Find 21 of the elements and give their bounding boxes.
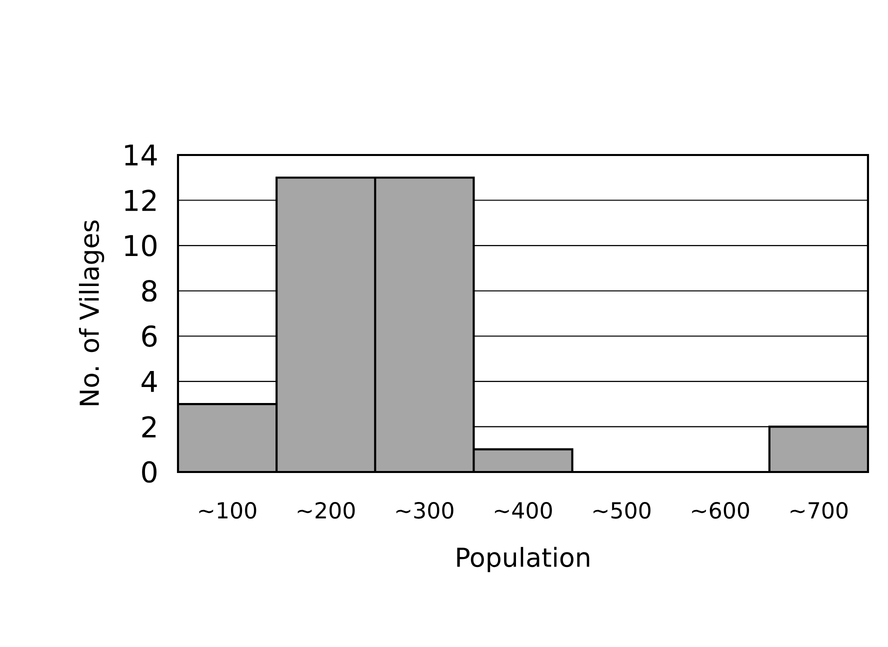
- x-tick-label: ∼600: [692, 502, 750, 519]
- y-tick-label: 2: [142, 416, 156, 438]
- y-tick-label: 12: [125, 190, 156, 211]
- y-tick-label: 14: [125, 144, 157, 166]
- y-axis-title: No. of Villages: [78, 220, 104, 406]
- x-tick-label: ∼200: [298, 502, 355, 519]
- x-tick-label: ∼500: [594, 502, 650, 519]
- y-tick-label: 0: [142, 461, 156, 483]
- bar: [768, 426, 868, 472]
- bar: [375, 178, 474, 472]
- y-tick-label: 4: [142, 370, 157, 392]
- bar: [178, 404, 277, 472]
- bar: [276, 178, 376, 472]
- y-tick-label: 10: [125, 234, 156, 256]
- x-tick-label: ∼400: [494, 502, 552, 519]
- x-axis-title: Population: [457, 546, 590, 572]
- y-tick-label: 6: [142, 325, 157, 347]
- x-tick-label: ∼300: [396, 502, 454, 519]
- x-tick-label: ∼700: [790, 502, 848, 519]
- x-tick-label: ∼100: [199, 502, 256, 519]
- y-tick-label: 8: [142, 280, 156, 302]
